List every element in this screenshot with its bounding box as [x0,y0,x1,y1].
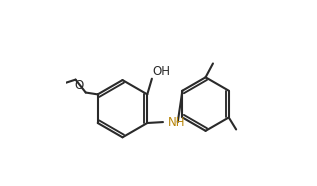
Text: O: O [74,79,83,92]
Text: OH: OH [153,65,171,78]
Text: NH: NH [168,116,185,129]
